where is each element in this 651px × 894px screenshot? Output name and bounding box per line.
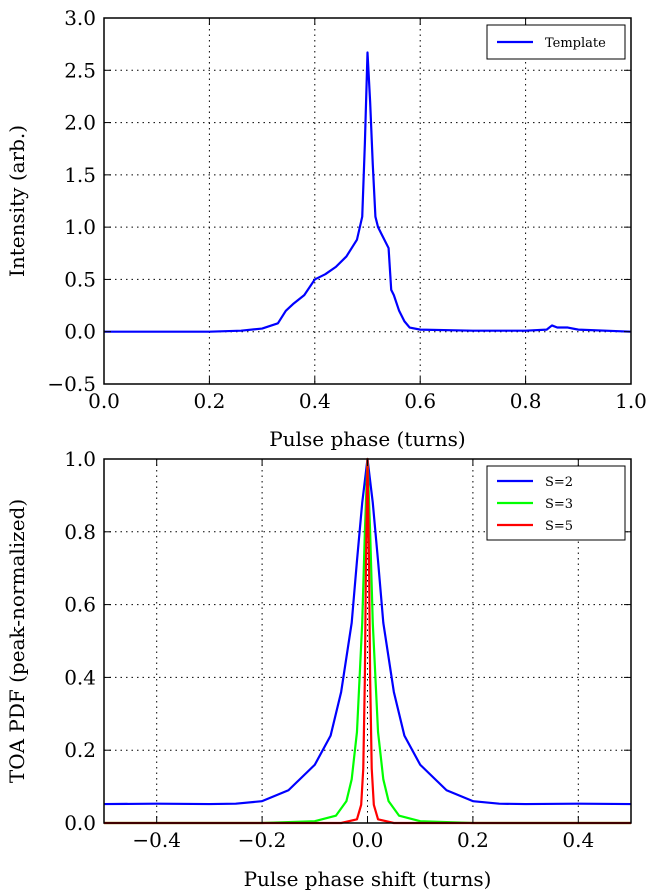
x-tick-label: −0.4 [132, 828, 181, 852]
x-tick-label: 0.4 [562, 828, 594, 852]
series-line-template [104, 51, 632, 333]
y-axis-label: Intensity (arb.) [5, 125, 29, 277]
legend-label: S=5 [545, 519, 573, 534]
y-tick-label: 2.0 [64, 111, 96, 135]
x-tick-label: 0.8 [510, 389, 542, 413]
y-tick-label: 0.0 [64, 320, 96, 344]
y-axis-label: TOA PDF (peak-normalized) [5, 499, 29, 783]
y-tick-label: 0.6 [64, 593, 96, 617]
y-tick-label: 0.2 [64, 738, 96, 762]
y-tick-label: 0.5 [64, 267, 96, 291]
legend: S=2 S=3 S=5 [486, 465, 626, 541]
x-axis-label: Pulse phase (turns) [269, 427, 465, 451]
legend-label: S=2 [545, 475, 573, 490]
legend-label: Template [545, 36, 606, 51]
x-tick-label: 0.6 [404, 389, 436, 413]
x-tick-label: −0.2 [238, 828, 287, 852]
y-tick-label: 0.8 [64, 520, 96, 544]
y-tick-label: 1.5 [64, 163, 96, 187]
plot-frame [103, 17, 632, 385]
y-tick-label: 1.0 [64, 215, 96, 239]
y-tick-label: 1.0 [64, 447, 96, 471]
legend: Template [486, 24, 626, 60]
y-tick-label: −0.5 [47, 372, 96, 396]
x-tick-label: 0.2 [457, 828, 489, 852]
legend-label: S=3 [545, 497, 573, 512]
x-tick-label: 0.4 [299, 389, 331, 413]
x-tick-label: 0.0 [352, 828, 384, 852]
y-tick-label: 0.4 [64, 665, 96, 689]
toa-pdf-panel: −0.4 −0.2 0.0 0.2 0.4 0.0 0.2 0.4 0.6 0.8 1.0 Pulse… [5, 447, 632, 891]
y-tick-label: 2.5 [64, 58, 96, 82]
x-axis-label: Pulse phase shift (turns) [244, 867, 492, 891]
x-tick-label: 0.2 [193, 389, 225, 413]
y-tick-label: 0.0 [64, 811, 96, 835]
x-tick-label: 1.0 [615, 389, 647, 413]
x-tick-label: 0.0 [88, 389, 120, 413]
y-tick-label: 3.0 [64, 6, 96, 30]
template-panel: 0.0 0.2 0.4 0.6 0.8 1.0−0.50.00.51.01.52.02.5… [5, 6, 647, 451]
